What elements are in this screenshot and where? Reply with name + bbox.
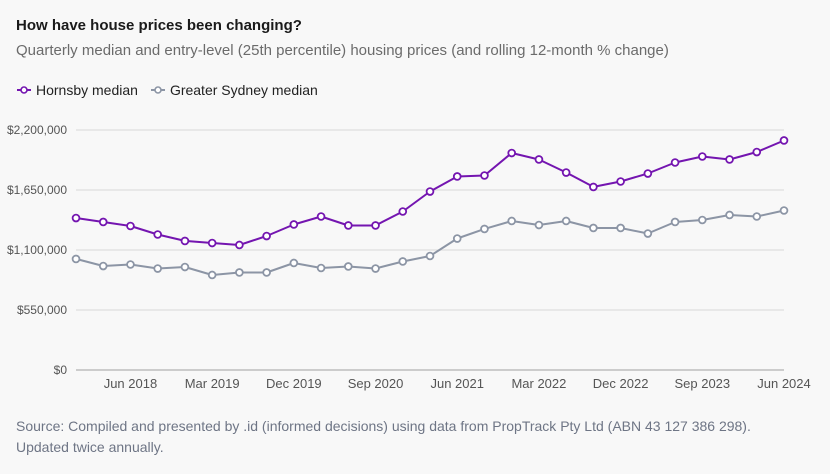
data-point-hornsby-median[interactable] bbox=[589, 182, 598, 192]
data-point-greater-sydney-median[interactable] bbox=[725, 210, 734, 220]
data-point-hornsby-median[interactable] bbox=[262, 231, 271, 241]
data-point-hornsby-median[interactable] bbox=[344, 221, 353, 230]
data-point-hornsby-median[interactable] bbox=[398, 207, 408, 216]
line-marker-icon bbox=[150, 86, 165, 94]
data-point-greater-sydney-median[interactable] bbox=[262, 268, 271, 277]
data-point-hornsby-median[interactable] bbox=[98, 217, 108, 227]
y-tick-label: $1,650,000 bbox=[7, 183, 67, 197]
data-point-hornsby-median[interactable] bbox=[480, 171, 489, 180]
data-point-hornsby-median[interactable] bbox=[371, 221, 380, 230]
data-point-hornsby-median[interactable] bbox=[452, 172, 462, 181]
legend-label: Greater Sydney median bbox=[169, 82, 318, 98]
line-chart: $0 $550,000 $1,100,000 $1,650,000 $2,200,000… bbox=[7, 123, 811, 391]
data-point-greater-sydney-median[interactable] bbox=[126, 260, 135, 269]
legend: Hornsby median Greater Sydney median bbox=[16, 82, 330, 98]
x-tick-label: Sep 2020 bbox=[348, 376, 404, 391]
source-note: Source: Compiled and presented by .id (i… bbox=[16, 418, 751, 455]
data-point-greater-sydney-median[interactable] bbox=[316, 263, 326, 273]
data-point-greater-sydney-median[interactable] bbox=[71, 254, 81, 264]
data-point-hornsby-median[interactable] bbox=[71, 213, 81, 223]
data-point-hornsby-median[interactable] bbox=[561, 168, 571, 177]
data-point-greater-sydney-median[interactable] bbox=[98, 261, 108, 271]
data-point-greater-sydney-median[interactable] bbox=[235, 268, 244, 277]
data-point-hornsby-median[interactable] bbox=[698, 152, 707, 161]
data-point-greater-sydney-median[interactable] bbox=[507, 216, 516, 226]
chart-title: How have house prices been changing? bbox=[16, 17, 302, 34]
data-point-greater-sydney-median[interactable] bbox=[480, 224, 489, 234]
x-tick-label: Dec 2019 bbox=[266, 376, 322, 391]
data-point-hornsby-median[interactable] bbox=[289, 220, 299, 229]
y-tick-label: $1,100,000 bbox=[7, 243, 67, 257]
data-point-hornsby-median[interactable] bbox=[725, 155, 734, 164]
x-tick-label: Mar 2019 bbox=[185, 376, 240, 391]
data-point-hornsby-median[interactable] bbox=[126, 221, 135, 231]
data-point-greater-sydney-median[interactable] bbox=[643, 229, 653, 238]
y-tick-label: $2,200,000 bbox=[7, 123, 67, 137]
data-point-greater-sydney-median[interactable] bbox=[589, 223, 598, 233]
data-point-greater-sydney-median[interactable] bbox=[670, 217, 680, 227]
legend-item-hornsby[interactable]: Hornsby median bbox=[16, 82, 138, 98]
x-tick-label: Jun 2024 bbox=[757, 376, 811, 391]
data-point-hornsby-median[interactable] bbox=[507, 148, 516, 158]
data-point-hornsby-median[interactable] bbox=[643, 169, 653, 178]
data-point-greater-sydney-median[interactable] bbox=[153, 264, 162, 273]
data-point-greater-sydney-median[interactable] bbox=[698, 215, 707, 225]
data-point-hornsby-median[interactable] bbox=[207, 238, 217, 248]
x-tick-label: Dec 2022 bbox=[593, 376, 649, 391]
x-tick-label: Jun 2018 bbox=[104, 376, 158, 391]
data-point-greater-sydney-median[interactable] bbox=[452, 234, 462, 243]
x-tick-label: Sep 2023 bbox=[674, 376, 730, 391]
data-point-hornsby-median[interactable] bbox=[425, 187, 435, 196]
x-tick-label: Jun 2021 bbox=[430, 376, 484, 391]
data-point-hornsby-median[interactable] bbox=[670, 158, 680, 167]
data-point-hornsby-median[interactable] bbox=[180, 236, 190, 246]
data-point-hornsby-median[interactable] bbox=[235, 240, 244, 250]
chart-subtitle: Quarterly median and entry-level (25th p… bbox=[16, 42, 669, 59]
x-tick-label: Mar 2022 bbox=[511, 376, 566, 391]
data-point-hornsby-median[interactable] bbox=[779, 136, 789, 145]
data-point-greater-sydney-median[interactable] bbox=[425, 251, 435, 261]
data-point-hornsby-median[interactable] bbox=[153, 230, 162, 239]
data-point-greater-sydney-median[interactable] bbox=[289, 258, 299, 268]
legend-item-greater-sydney[interactable]: Greater Sydney median bbox=[150, 82, 318, 98]
data-point-hornsby-median[interactable] bbox=[316, 212, 326, 221]
line-marker-icon bbox=[17, 86, 31, 94]
y-tick-label: $550,000 bbox=[17, 303, 67, 317]
data-point-greater-sydney-median[interactable] bbox=[398, 257, 408, 266]
data-point-greater-sydney-median[interactable] bbox=[534, 220, 544, 230]
y-tick-label: $0 bbox=[54, 363, 68, 377]
legend-label: Hornsby median bbox=[36, 82, 138, 98]
data-point-greater-sydney-median[interactable] bbox=[752, 212, 762, 221]
data-point-greater-sydney-median[interactable] bbox=[207, 270, 217, 280]
data-point-greater-sydney-median[interactable] bbox=[344, 262, 353, 271]
data-point-hornsby-median[interactable] bbox=[616, 177, 625, 186]
data-point-hornsby-median[interactable] bbox=[534, 155, 544, 164]
data-point-greater-sydney-median[interactable] bbox=[616, 223, 625, 233]
data-point-greater-sydney-median[interactable] bbox=[779, 206, 789, 215]
data-point-greater-sydney-median[interactable] bbox=[561, 216, 571, 226]
data-point-greater-sydney-median[interactable] bbox=[371, 264, 380, 273]
data-point-hornsby-median[interactable] bbox=[752, 147, 762, 157]
data-point-greater-sydney-median[interactable] bbox=[180, 262, 190, 272]
